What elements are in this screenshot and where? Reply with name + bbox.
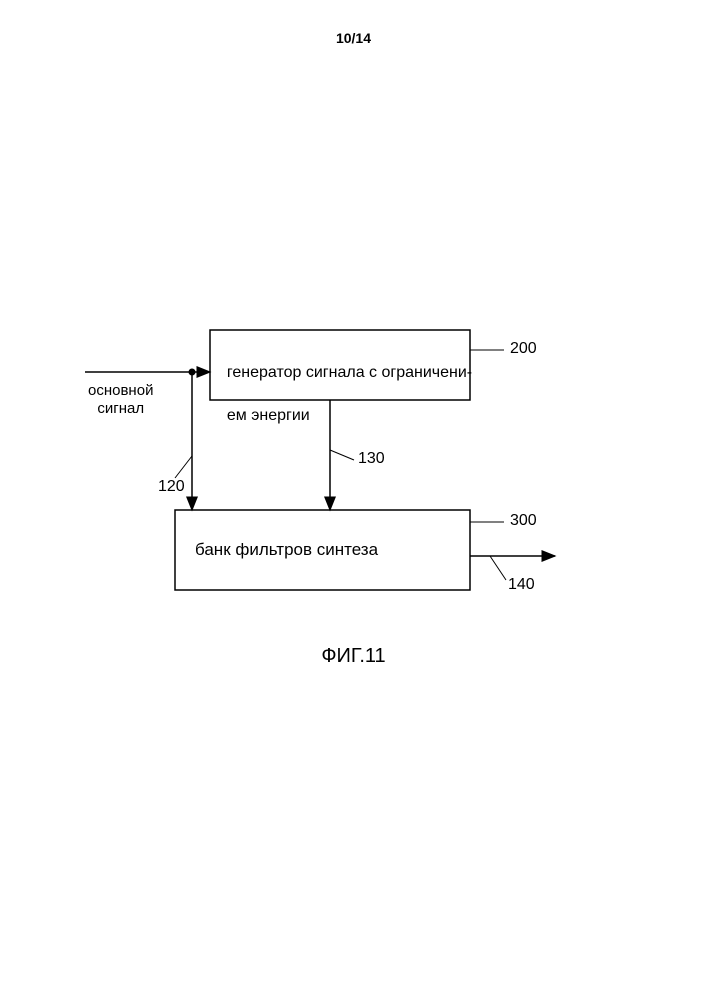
ref-130: 130 bbox=[358, 450, 385, 468]
diagram-canvas bbox=[0, 0, 707, 1000]
block-generator-text: генератор сигнала с ограничени- ем энерг… bbox=[218, 340, 462, 426]
input-label-line2: сигнал bbox=[97, 400, 144, 417]
input-label: основной сигнал bbox=[88, 382, 153, 418]
ref-120: 120 bbox=[158, 478, 185, 496]
leader-120 bbox=[175, 456, 192, 478]
ref-300: 300 bbox=[510, 512, 537, 530]
figure-caption: ФИГ.11 bbox=[0, 645, 707, 668]
input-label-line1: основной bbox=[88, 382, 153, 399]
leader-140 bbox=[490, 556, 506, 580]
block-generator-line1: генератор сигнала с ограничени- bbox=[227, 364, 472, 381]
ref-140: 140 bbox=[508, 576, 535, 594]
leader-130 bbox=[330, 450, 354, 460]
block-generator-line2: ем энергии bbox=[227, 407, 310, 424]
ref-200: 200 bbox=[510, 340, 537, 358]
block-filterbank-text: банк фильтров синтеза bbox=[195, 540, 450, 560]
